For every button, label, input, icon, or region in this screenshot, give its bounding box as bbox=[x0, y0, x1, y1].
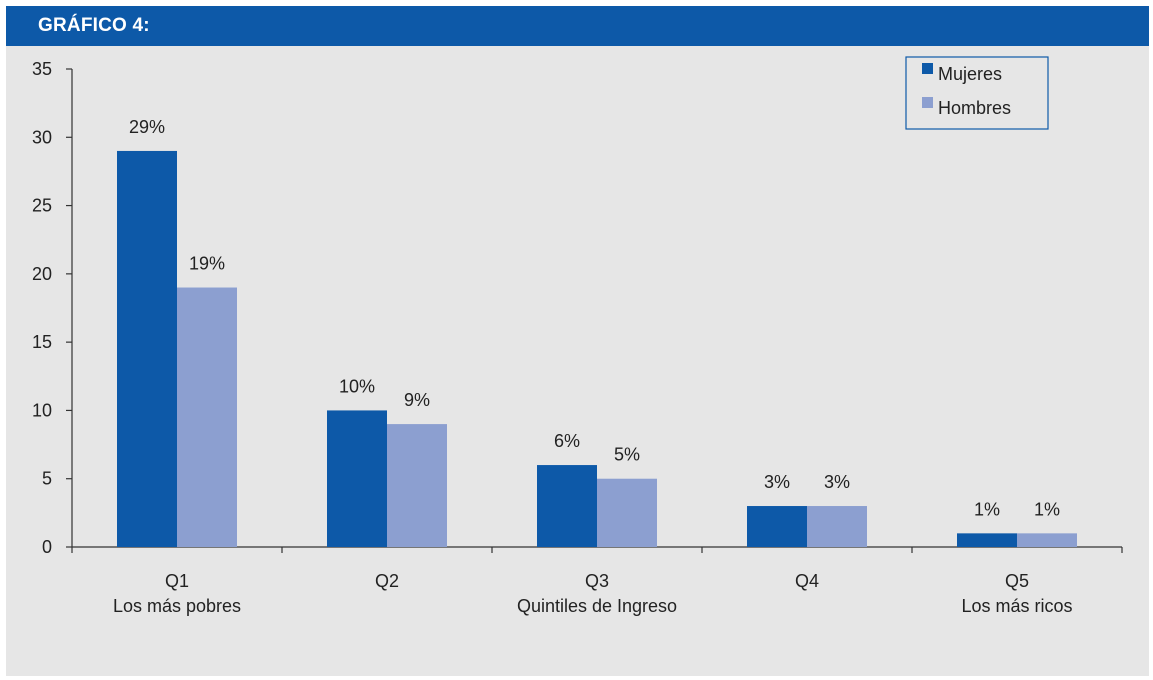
data-label: 6% bbox=[554, 431, 580, 451]
legend-label-mujeres: Mujeres bbox=[938, 64, 1002, 84]
y-tick-label: 20 bbox=[32, 264, 52, 284]
bar-hombres-q4 bbox=[807, 506, 867, 547]
bar-hombres-q5 bbox=[1017, 533, 1077, 547]
data-label: 5% bbox=[614, 445, 640, 465]
legend-swatch-hombres bbox=[922, 97, 933, 108]
y-tick-label: 30 bbox=[32, 127, 52, 147]
y-tick-label: 10 bbox=[32, 400, 52, 420]
y-ticks: 0 5 10 15 20 25 30 35 bbox=[32, 59, 72, 557]
x-tick-label: Q4 bbox=[795, 571, 819, 591]
y-tick-label: 5 bbox=[42, 469, 52, 489]
bars bbox=[117, 150, 1077, 547]
data-label: 3% bbox=[764, 472, 790, 492]
x-category-sublabel: Los más ricos bbox=[961, 596, 1072, 616]
x-tick-label: Q1 bbox=[165, 571, 189, 591]
y-tick-label: 25 bbox=[32, 196, 52, 216]
data-label: 19% bbox=[189, 254, 225, 274]
x-ticks: Q1 Los más pobres Q2 Q3 Quintiles de Ingreso… bbox=[71, 547, 1123, 616]
bar-hombres-q3 bbox=[597, 478, 657, 547]
y-tick-label: 15 bbox=[32, 332, 52, 352]
data-label: 29% bbox=[129, 117, 165, 137]
bar-mujeres-q4 bbox=[747, 506, 807, 547]
data-label: 9% bbox=[404, 390, 430, 410]
bar-mujeres-q5 bbox=[957, 533, 1017, 547]
data-label: 3% bbox=[824, 472, 850, 492]
bar-mujeres-q1 bbox=[117, 150, 177, 547]
legend: Mujeres Hombres bbox=[905, 56, 1049, 130]
data-label: 1% bbox=[974, 499, 1000, 519]
x-tick-label: Q2 bbox=[375, 571, 399, 591]
data-labels: 29% 10% 6% 3% 1% 19% 9% 5% 3% 1% bbox=[129, 117, 1060, 519]
bar-mujeres-q3 bbox=[537, 465, 597, 547]
chart-header: GRÁFICO 4: bbox=[6, 6, 1149, 46]
y-tick-label: 0 bbox=[42, 537, 52, 557]
legend-label-hombres: Hombres bbox=[938, 98, 1011, 118]
chart-heading: GRÁFICO 4: bbox=[38, 15, 150, 36]
bar-hombres-q1 bbox=[177, 287, 237, 547]
legend-swatch-mujeres bbox=[922, 63, 933, 74]
x-tick-label: Q5 bbox=[1005, 571, 1029, 591]
x-tick-label: Q3 bbox=[585, 571, 609, 591]
x-category-sublabel: Los más pobres bbox=[113, 596, 241, 616]
data-label: 10% bbox=[339, 376, 375, 396]
bar-mujeres-q2 bbox=[327, 410, 387, 547]
y-tick-label: 35 bbox=[32, 59, 52, 79]
bar-hombres-q2 bbox=[387, 424, 447, 547]
data-label: 1% bbox=[1034, 499, 1060, 519]
x-category-sublabel: Quintiles de Ingreso bbox=[517, 596, 677, 616]
